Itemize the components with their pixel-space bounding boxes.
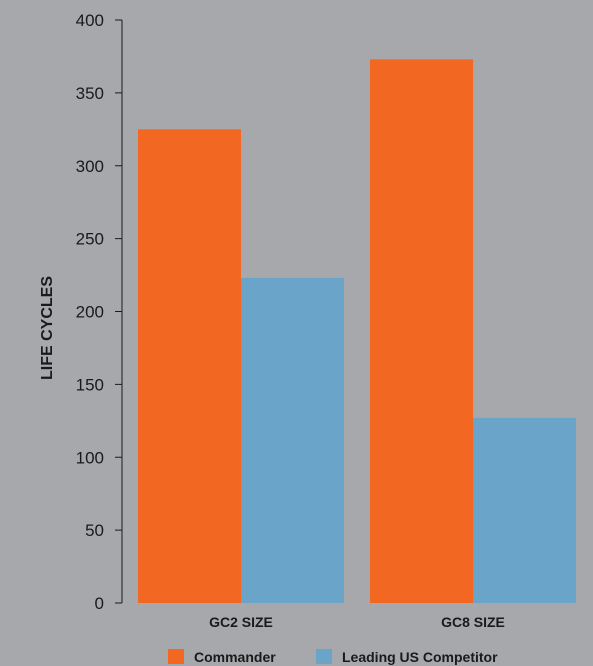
bar-gc2-size-commander	[138, 129, 241, 603]
y-axis: 0 50 100 150 200 250 300 350 400	[76, 11, 123, 613]
y-tick-label: 400	[76, 11, 104, 30]
legend: Commander Leading US Competitor	[168, 649, 498, 665]
legend-label: Leading US Competitor	[342, 649, 498, 665]
y-tick-label: 250	[76, 230, 104, 249]
y-tick-label: 150	[76, 375, 104, 394]
bar-gc8-size-leading-us-competitor	[473, 417, 576, 603]
y-tick-label: 350	[76, 84, 104, 103]
y-tick-label: 50	[85, 521, 104, 540]
x-axis: GC2 SIZE GC8 SIZE	[209, 614, 505, 630]
bars	[138, 59, 576, 604]
bar-gc8-size-commander	[370, 59, 473, 604]
y-tick-label: 100	[76, 448, 104, 467]
legend-swatch	[168, 649, 184, 664]
y-tick-label: 200	[76, 303, 104, 322]
legend-label: Commander	[194, 649, 276, 665]
y-axis-label: LIFE CYCLES	[39, 276, 56, 380]
y-tick-label: 0	[95, 594, 104, 613]
legend-swatch	[316, 649, 332, 664]
x-tick-label: GC8 SIZE	[441, 614, 505, 630]
bar-gc2-size-leading-us-competitor	[241, 277, 344, 603]
y-tick-label: 300	[76, 157, 104, 176]
x-tick-label: GC2 SIZE	[209, 614, 273, 630]
